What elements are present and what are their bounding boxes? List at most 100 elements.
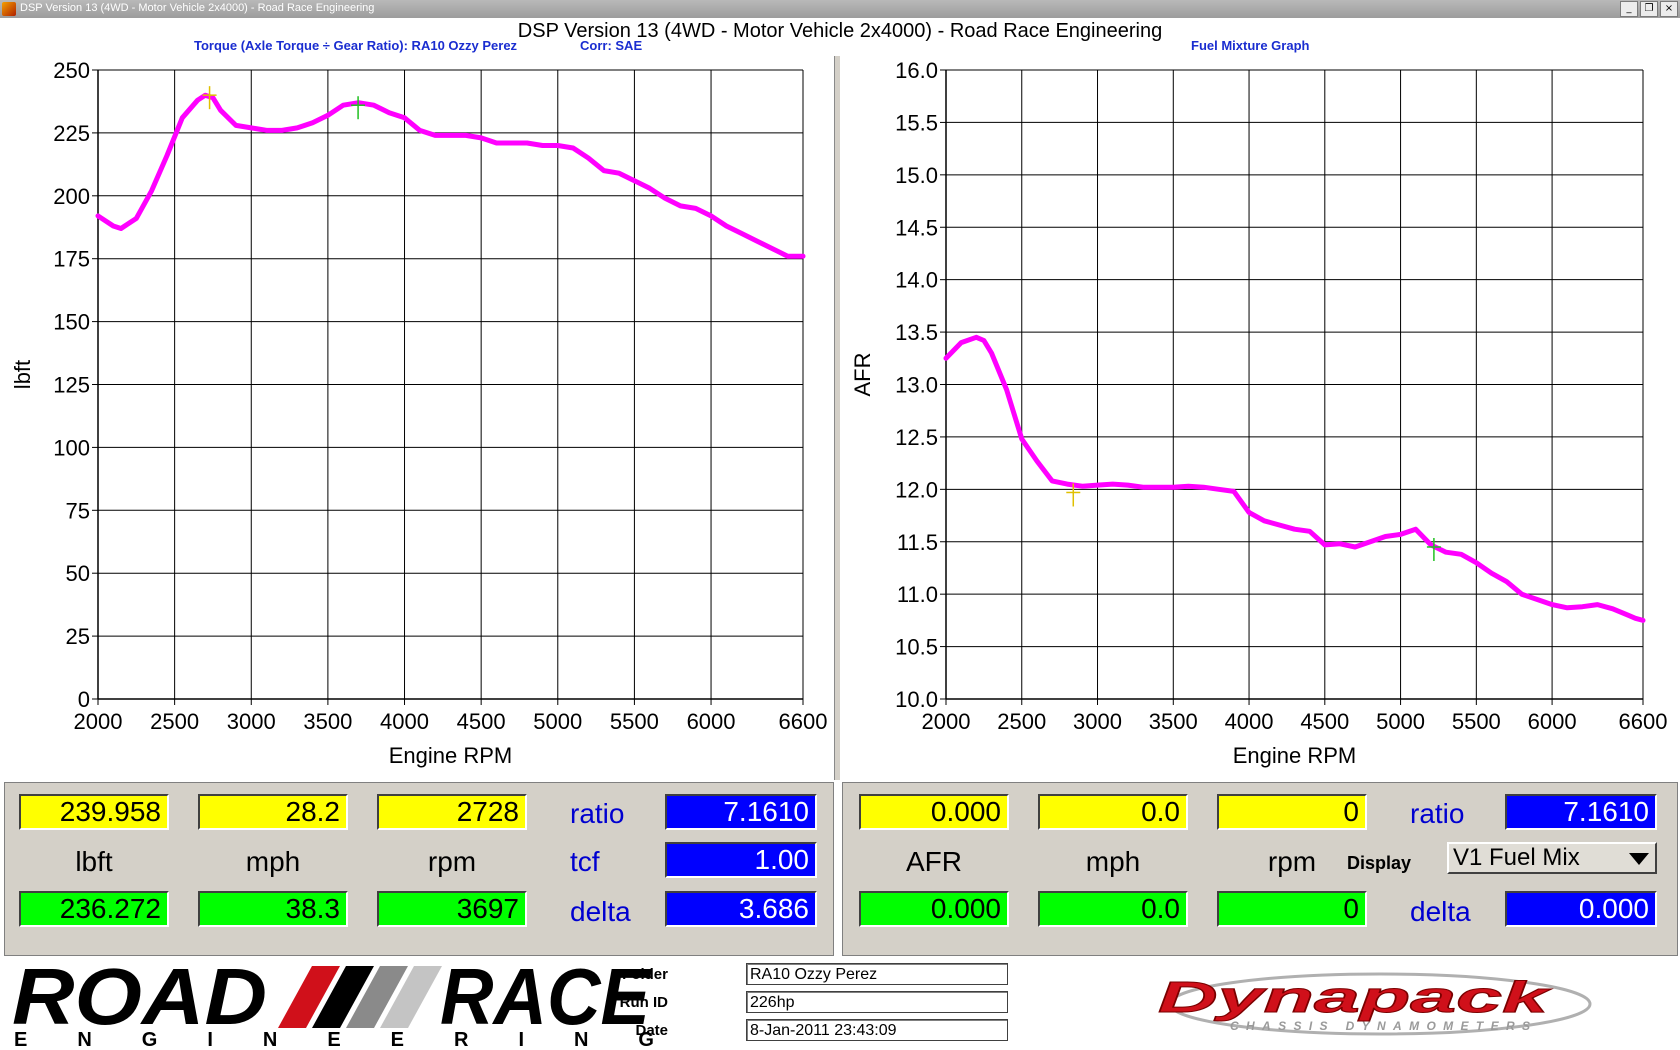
x-tick-label: 5500	[1452, 709, 1501, 734]
road-race-engineering-logo: ROAD RACE E N G I N E E R I N G	[12, 958, 654, 1048]
tcf-label: tcf	[570, 846, 600, 877]
x-tick-label: 2500	[150, 709, 199, 734]
dynapack-text: Dynapack	[1158, 973, 1553, 1022]
y-tick-label: 75	[66, 498, 90, 523]
cursor1-afr-field: 0.000	[859, 794, 1009, 830]
torque-readout-panel: 239.958 28.2 2728 ratio 7.1610 lbft mph …	[4, 782, 834, 956]
display-select-value: V1 Fuel Mix	[1453, 844, 1580, 871]
ratio-label: ratio	[570, 798, 625, 829]
x-tick-label: 3500	[303, 709, 352, 734]
y-tick-label: 150	[53, 310, 90, 335]
data-series-line	[95, 92, 806, 259]
y-tick-label: 13.5	[895, 320, 938, 345]
x-tick-label: 5000	[1376, 709, 1425, 734]
close-button[interactable]: ×	[1660, 1, 1678, 17]
delta-value-field: 3.686	[665, 891, 817, 927]
rpm-label: rpm	[427, 846, 477, 877]
cursor1-mph-field-right: 0.0	[1038, 794, 1188, 830]
x-tick-label: 4000	[380, 709, 429, 734]
ratio-value-field-right: 7.1610	[1505, 794, 1657, 830]
y-tick-label: 100	[53, 435, 90, 460]
dynapack-logo: Dynapack CHASSIS DYNAMOMETERS	[1158, 972, 1592, 1036]
restore-button[interactable]: ❐	[1640, 1, 1658, 17]
cursor1-rpm-field: 2728	[377, 794, 527, 830]
y-tick-label: 50	[66, 561, 90, 586]
y-tick-label: 200	[53, 184, 90, 209]
mph-label-right: mph	[1085, 846, 1141, 877]
cursor2-rpm-field-right: 0	[1217, 891, 1367, 927]
logo-stripe-1	[278, 966, 340, 1028]
window-controls: _ ❐ ×	[1620, 1, 1678, 17]
display-select[interactable]: V1 Fuel Mix	[1447, 842, 1657, 874]
rpm-label-right: rpm	[1267, 846, 1317, 877]
y-tick-label: 15.0	[895, 163, 938, 188]
y-tick-label: 175	[53, 247, 90, 272]
y-tick-label: 0	[78, 687, 90, 712]
delta-label-right: delta	[1410, 896, 1471, 927]
delta-label: delta	[570, 896, 631, 927]
y-tick-label: 16.0	[895, 58, 938, 83]
x-tick-label: 5000	[533, 709, 582, 734]
report-title: DSP Version 13 (4WD - Motor Vehicle 2x40…	[517, 20, 1163, 42]
app-icon	[2, 2, 16, 16]
minimize-button[interactable]: _	[1620, 1, 1638, 17]
y-tick-label: 10.0	[895, 687, 938, 712]
x-axis-label: Engine RPM	[389, 743, 513, 768]
lbft-label: lbft	[75, 846, 113, 877]
ratio-label-right: ratio	[1410, 798, 1465, 829]
runid-field: 226hp	[746, 991, 1008, 1013]
y-tick-label: 25	[66, 624, 90, 649]
runid-label: Run ID	[619, 994, 668, 1011]
cursor2-lbft-field: 236.272	[19, 891, 169, 927]
x-tick-label: 6600	[779, 709, 828, 734]
fuel-mixture-chart-svg: 2000 2500 3000 3500 4000 4500 5000 5500 6000 6600…	[850, 58, 1668, 768]
mph-label: mph	[245, 846, 301, 877]
y-tick-label: 15.5	[895, 110, 938, 135]
x-tick-label: 6600	[1619, 709, 1668, 734]
x-tick-label: 4000	[1225, 709, 1274, 734]
folder-label: Folder	[622, 966, 668, 983]
logo-stripe-2	[312, 966, 374, 1028]
y-tick-label: 12.0	[895, 477, 938, 502]
torque-chart-title: Torque (Axle Torque ÷ Gear Ratio): RA10 …	[194, 38, 518, 53]
fuel-readout-panel: 0.000 0.0 0 ratio 7.1610 AFR mph rpm Dis…	[842, 782, 1678, 956]
y-axis-label: AFR	[850, 353, 875, 397]
chevron-down-icon[interactable]	[1629, 853, 1649, 865]
y-tick-label: 125	[53, 373, 90, 398]
y-tick-label: 11.5	[897, 530, 938, 555]
date-field: 8-Jan-2011 23:43:09	[746, 1019, 1008, 1041]
y-tick-label: 14.0	[895, 268, 938, 293]
x-tick-label: 6000	[687, 709, 736, 734]
x-tick-label: 3000	[1073, 709, 1122, 734]
report-footer: ROAD RACE E N G I N E E R I N G Folder R…	[0, 956, 1680, 1050]
date-label: Date	[635, 1022, 668, 1039]
torque-chart[interactable]: 2000 2500 3000 3500 4000 4500 5000 5500 6000 6600…	[0, 56, 834, 780]
display-label: Display	[1347, 853, 1412, 874]
x-tick-label: 2500	[997, 709, 1046, 734]
y-axis-label: lbft	[10, 360, 35, 389]
cursor1-rpm-field-right: 0	[1217, 794, 1367, 830]
x-axis-label: Engine RPM	[1233, 743, 1357, 768]
y-tick-label: 250	[53, 58, 90, 83]
folder-field: RA10 Ozzy Perez	[746, 963, 1008, 985]
delta-value-field-right: 0.000	[1505, 891, 1657, 927]
x-tick-label: 5500	[610, 709, 659, 734]
x-tick-label: 4500	[1300, 709, 1349, 734]
logo-race-text: RACE	[440, 958, 652, 1041]
cursor2-mph-field: 38.3	[198, 891, 348, 927]
x-tick-label: 4500	[457, 709, 506, 734]
report-banner: DSP Version 13 (4WD - Motor Vehicle 2x40…	[0, 18, 1680, 56]
torque-chart-corr: Corr: SAE	[580, 38, 643, 53]
logo-stripe-4	[380, 966, 442, 1028]
torque-chart-svg: 2000 2500 3000 3500 4000 4500 5000 5500 6000 6600…	[10, 58, 828, 768]
y-tick-label: 13.0	[895, 373, 938, 398]
dynapack-swoosh	[1168, 972, 1592, 1036]
x-tick-label: 2000	[74, 709, 123, 734]
cursor2-mph-field-right: 0.0	[1038, 891, 1188, 927]
y-tick-label: 12.5	[895, 425, 938, 450]
logo-road-text: ROAD	[12, 958, 267, 1041]
y-tick-label: 225	[53, 121, 90, 146]
cursor2-rpm-field: 3697	[377, 891, 527, 927]
window-title: DSP Version 13 (4WD - Motor Vehicle 2x40…	[20, 2, 375, 14]
fuel-mixture-chart[interactable]: 2000 2500 3000 3500 4000 4500 5000 5500 6000 6600…	[840, 56, 1680, 780]
